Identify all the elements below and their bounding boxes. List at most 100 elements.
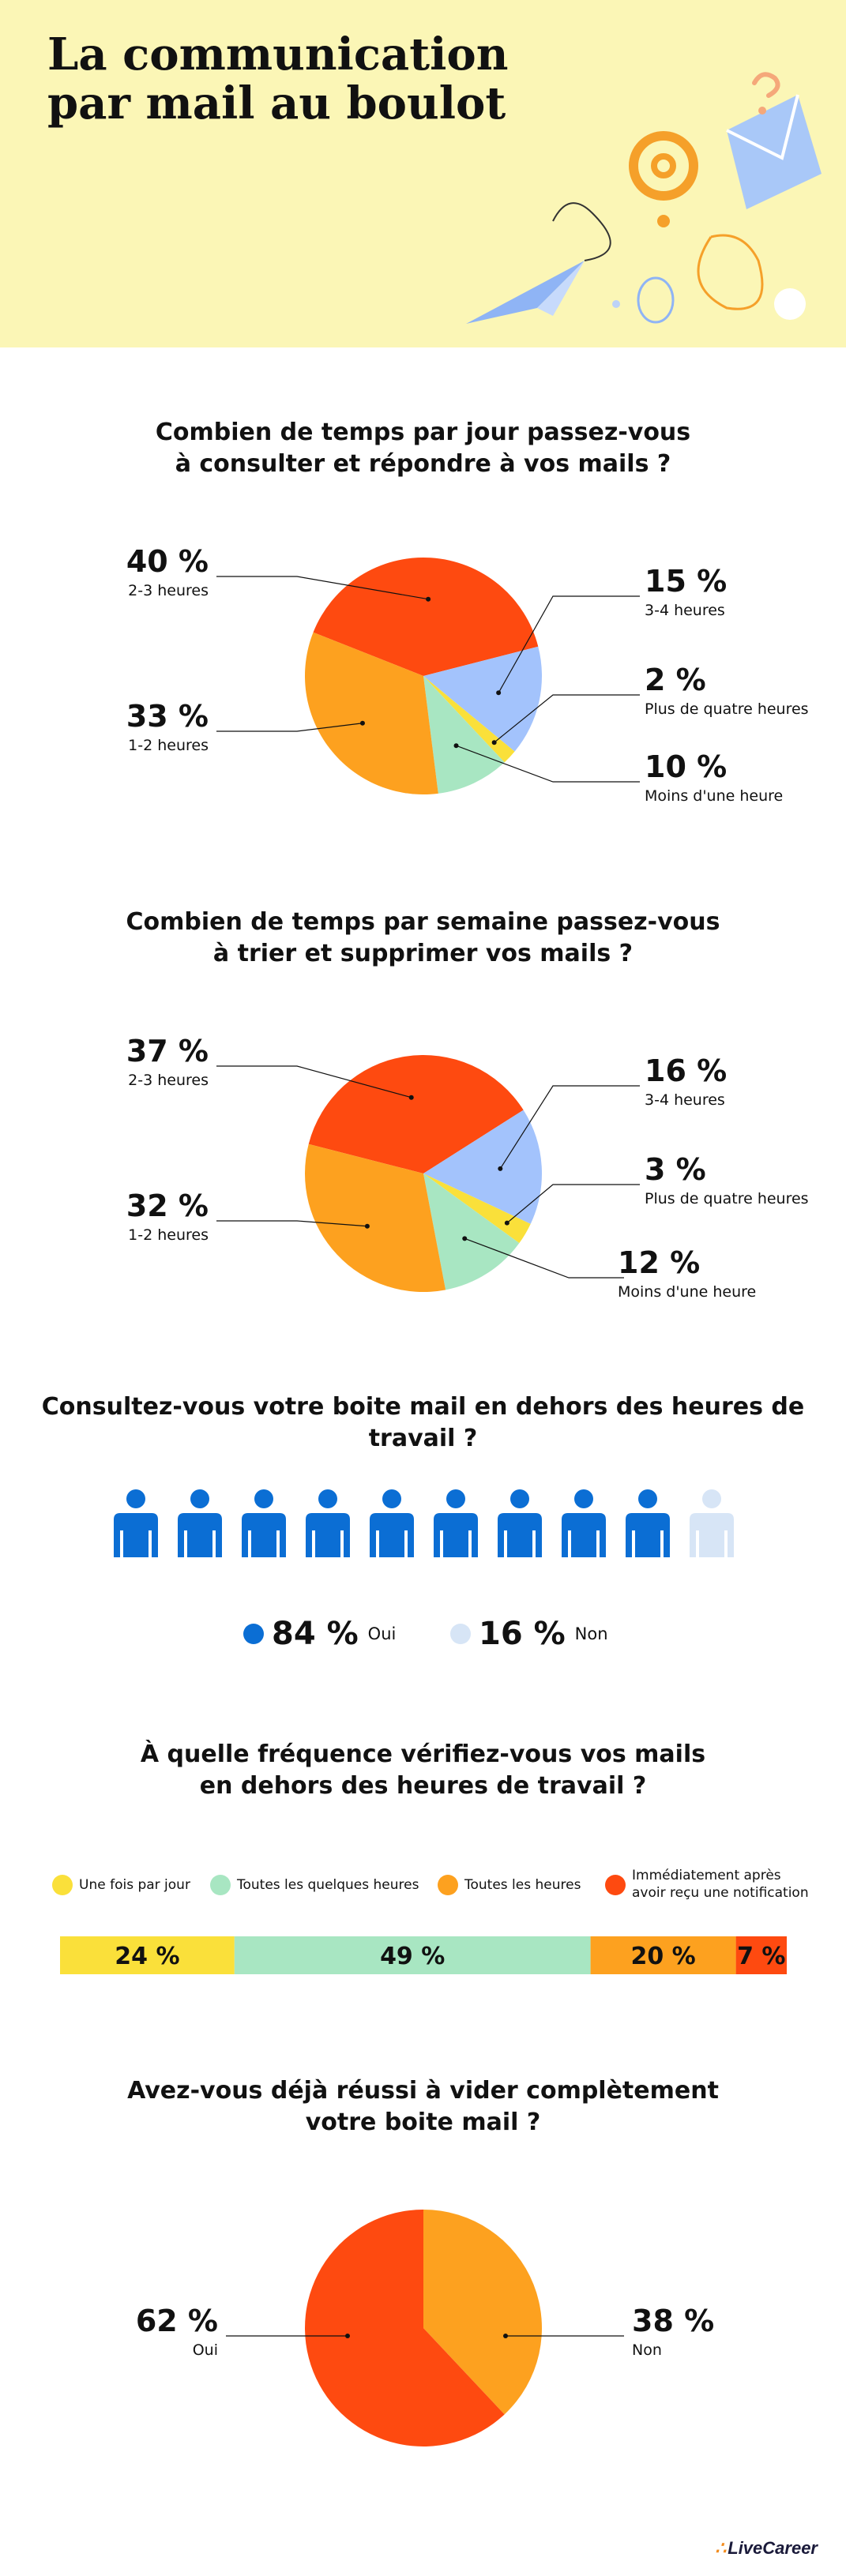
brand-dots-icon: ∴	[715, 2538, 726, 2558]
chart2-title-line2: à trier et supprimer vos mails ?	[212, 940, 634, 967]
person-icon	[370, 1489, 414, 1557]
slice-pct: 33 %	[126, 699, 209, 734]
pie-slice	[305, 632, 438, 794]
person-icon	[114, 1489, 158, 1557]
slice-label: Moins d'une heure	[645, 787, 783, 805]
slice-pct: 32 %	[126, 1188, 209, 1223]
person-icon	[562, 1489, 606, 1557]
chart4-title-line1: À quelle fréquence vérifiez-vous vos mai…	[140, 1740, 706, 1768]
pie-slice	[423, 676, 515, 763]
person-icon	[306, 1489, 350, 1557]
slice-label: 1-2 heures	[128, 737, 209, 754]
slice-pct: 37 %	[126, 1034, 209, 1068]
leader-line	[494, 694, 640, 743]
pie-slice	[305, 1143, 446, 1292]
person-icon	[626, 1489, 670, 1557]
leader-line	[498, 595, 640, 693]
leader-line	[499, 1085, 640, 1170]
pie-slice	[305, 2210, 505, 2446]
brand-logo: ∴ LiveCareer	[715, 2538, 818, 2559]
slice-pct: 10 %	[645, 749, 727, 784]
slice-label: 2-3 heures	[128, 582, 209, 599]
chart1-title-line1: Combien de temps par jour passez-vous	[155, 419, 691, 446]
chart4-title-line2: en dehors des heures de travail ?	[199, 1772, 647, 1800]
chart3-title: Consultez-vous votre boite mail en dehor…	[41, 1393, 805, 1452]
pie-slice	[423, 1110, 542, 1224]
leader-dot	[496, 690, 502, 696]
slice-pct: 3 %	[645, 1152, 706, 1187]
yes-pct: 84 %	[272, 1616, 359, 1652]
pie-slice	[423, 646, 542, 752]
person-icon	[178, 1489, 222, 1557]
leader-dot	[359, 720, 365, 726]
slice-pct: 12 %	[618, 1245, 700, 1280]
slice-pct: 38 %	[632, 2304, 714, 2338]
question-mark-icon	[752, 72, 780, 115]
legend-dot-icon	[438, 1875, 458, 1895]
slice-label: Plus de quatre heures	[645, 1190, 809, 1207]
slice-label: 2-3 heures	[128, 1072, 209, 1089]
leader-line	[216, 576, 429, 600]
bar-segment	[234, 1936, 591, 1974]
leader-dot	[408, 1095, 414, 1100]
legend-dot-icon	[210, 1875, 231, 1895]
legend-dot-icon	[52, 1875, 73, 1895]
pie-slice	[423, 2210, 543, 2415]
legend-label-line1: Immédiatement après	[632, 1868, 781, 1883]
page-title-line1: La communication	[47, 28, 509, 81]
chart5-title-line2: votre boite mail ?	[305, 2108, 541, 2136]
at-sign-icon	[629, 131, 698, 201]
legend-label: Une fois par jour	[79, 1877, 190, 1893]
slice-pct: 15 %	[645, 564, 727, 599]
pie-slice	[423, 1173, 520, 1290]
person-icon	[434, 1489, 478, 1557]
slice-pct: 2 %	[645, 663, 706, 697]
chart1-title-line2: à consulter et répondre à vos mails ?	[175, 450, 671, 478]
brand-name: LiveCareer	[728, 2538, 818, 2558]
page-title: La communication par mail au boulot	[47, 30, 508, 128]
decor-ring-icon	[637, 276, 675, 324]
slice-label: Non	[632, 2341, 662, 2359]
bar-segment	[60, 1936, 235, 1974]
leader-line	[216, 723, 363, 732]
bar-segment	[735, 1936, 787, 1974]
chart3-no: 16 % Non	[450, 1616, 608, 1652]
leader-line	[456, 745, 640, 783]
chart1-title: Combien de temps par jour passez-vous à …	[0, 417, 846, 480]
bar-segment-label: 20 %	[630, 1943, 695, 1970]
leader-line	[464, 1237, 624, 1279]
chart4-stacked-bar: 24 % 49 % 20 % 7 %	[60, 1936, 787, 1974]
leader-dot	[364, 1223, 370, 1229]
hero-illustration	[466, 72, 822, 324]
page-title-line2: par mail au boulot	[47, 77, 506, 130]
no-label: Non	[574, 1624, 608, 1643]
slice-label: 3-4 heures	[645, 1091, 725, 1109]
person-icon	[498, 1489, 542, 1557]
bar-segment-label: 49 %	[380, 1943, 445, 1970]
slice-label: Plus de quatre heures	[645, 700, 809, 718]
slice-pct: 62 %	[136, 2304, 218, 2338]
no-dot-icon	[450, 1624, 471, 1644]
person-icon	[242, 1489, 286, 1557]
slice-label: 3-4 heures	[645, 602, 725, 619]
paper-plane-icon	[466, 202, 611, 324]
chart5-pie: 38 % Non 62 % Oui	[136, 2210, 714, 2446]
chart5-title: Avez-vous déjà réussi à vider complèteme…	[0, 2075, 846, 2139]
slice-label: Oui	[193, 2341, 218, 2359]
pie-slice	[308, 1055, 524, 1173]
yes-dot-icon	[243, 1624, 264, 1644]
hero-banner: La communication par mail au boulot	[0, 0, 846, 347]
legend-label-line2: avoir reçu une notification	[632, 1885, 809, 1901]
leader-line	[216, 1065, 412, 1098]
chart3-pictogram	[114, 1489, 734, 1557]
decor-dot-icon	[657, 215, 670, 227]
legend-dot-icon	[605, 1875, 626, 1895]
legend-label: Toutes les quelques heures	[237, 1877, 419, 1893]
chart2-title-line1: Combien de temps par semaine passez-vous	[126, 908, 720, 936]
decor-swirl-icon	[697, 234, 764, 310]
leader-line	[216, 1220, 367, 1227]
no-pct: 16 %	[479, 1616, 566, 1652]
chart2-pie: 37 % 2-3 heures 16 % 3-4 heures 3 % Plus de q…	[126, 1034, 809, 1301]
slice-label: Moins d'une heure	[618, 1283, 756, 1301]
chart5-title-line1: Avez-vous déjà réussi à vider complèteme…	[127, 2077, 719, 2105]
